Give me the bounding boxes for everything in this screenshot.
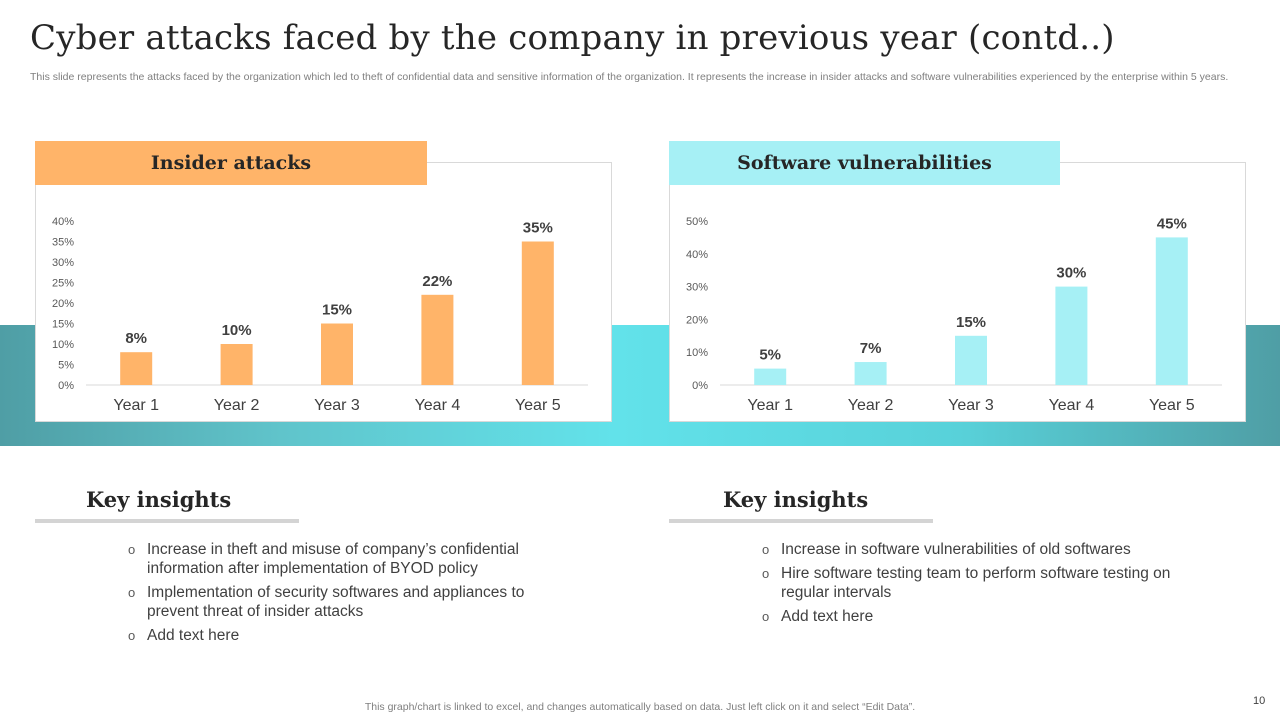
y-tick-label: 40% bbox=[686, 249, 708, 261]
insight-item: o Hire software testing team to perform s… bbox=[762, 564, 1202, 602]
software-vulnerabilities-chart-panel[interactable]: 0% 10% 20% 30% 40% 50% 5% Year 1 7% Year 2 15% Year… bbox=[669, 162, 1246, 422]
x-tick-label: Year 5 bbox=[515, 397, 561, 414]
bar bbox=[120, 352, 153, 385]
footnote: This graph/chart is linked to excel, and… bbox=[364, 701, 916, 713]
y-tick-label: 5% bbox=[58, 360, 74, 372]
insight-item: o Add text here bbox=[128, 626, 548, 645]
y-tick-label: 0% bbox=[692, 380, 708, 392]
x-tick-label: Year 1 bbox=[747, 397, 793, 414]
insight-text: Implementation of security softwares and… bbox=[147, 584, 525, 620]
insight-text: Increase in theft and misuse of company’… bbox=[147, 541, 519, 577]
bar bbox=[754, 368, 787, 385]
insider-attacks-header: Insider attacks bbox=[35, 141, 427, 185]
insight-text: Add text here bbox=[781, 608, 874, 625]
bar bbox=[1155, 237, 1188, 385]
insight-item: o Implementation of security softwares an… bbox=[128, 583, 548, 621]
key-insights-title-right: Key insights bbox=[723, 487, 869, 512]
y-tick-label: 20% bbox=[686, 314, 708, 326]
circle-bullet-icon: o bbox=[128, 542, 136, 557]
x-tick-label: Year 5 bbox=[1149, 397, 1195, 414]
circle-bullet-icon: o bbox=[762, 542, 770, 557]
data-label: 45% bbox=[1157, 215, 1187, 232]
key-insights-title-left: Key insights bbox=[86, 487, 232, 512]
slide-title: Cyber attacks faced by the company in pr… bbox=[30, 18, 1115, 58]
page-number: 10 bbox=[1253, 695, 1266, 707]
data-label: 35% bbox=[523, 220, 553, 237]
bar bbox=[1055, 286, 1088, 385]
y-tick-label: 20% bbox=[52, 298, 74, 310]
data-label: 10% bbox=[222, 322, 252, 339]
data-label: 7% bbox=[860, 340, 882, 357]
insight-item: o Increase in theft and misuse of company… bbox=[128, 540, 548, 578]
data-label: 22% bbox=[422, 273, 452, 290]
software-vulnerabilities-chart[interactable]: 0% 10% 20% 30% 40% 50% 5% Year 1 7% Year 2 15% Year… bbox=[670, 163, 1247, 423]
x-tick-label: Year 3 bbox=[314, 397, 360, 414]
y-tick-label: 25% bbox=[52, 278, 74, 290]
bar bbox=[521, 241, 554, 385]
insight-text: Add text here bbox=[147, 627, 240, 644]
insider-attacks-chart-panel[interactable]: 0% 5% 10% 15% 20% 25% 30% 35% 40% 8% Year 1 10% Year… bbox=[35, 162, 612, 422]
y-tick-label: 30% bbox=[52, 257, 74, 269]
insight-item: o Add text here bbox=[762, 607, 1202, 626]
y-tick-label: 10% bbox=[686, 347, 708, 359]
data-label: 8% bbox=[125, 330, 147, 347]
bar bbox=[421, 294, 454, 385]
slide-subtitle: This slide represents the attacks faced … bbox=[30, 71, 1229, 83]
key-insights-list-left: o Increase in theft and misuse of company… bbox=[128, 540, 548, 650]
data-label: 5% bbox=[759, 347, 781, 364]
y-tick-label: 35% bbox=[52, 237, 74, 249]
bar bbox=[955, 335, 987, 385]
data-label: 15% bbox=[322, 302, 352, 319]
insight-text: Increase in software vulnerabilities of … bbox=[781, 541, 1131, 558]
y-tick-label: 10% bbox=[52, 339, 74, 351]
data-label: 15% bbox=[956, 314, 986, 331]
data-label: 30% bbox=[1056, 265, 1086, 282]
bar bbox=[321, 323, 353, 385]
key-insights-divider-left bbox=[35, 519, 299, 523]
circle-bullet-icon: o bbox=[762, 609, 770, 624]
circle-bullet-icon: o bbox=[128, 585, 136, 600]
y-tick-label: 0% bbox=[58, 380, 74, 392]
x-tick-label: Year 2 bbox=[848, 397, 894, 414]
x-tick-label: Year 2 bbox=[214, 397, 260, 414]
key-insights-divider-right bbox=[669, 519, 933, 523]
x-tick-label: Year 3 bbox=[948, 397, 994, 414]
x-tick-label: Year 1 bbox=[113, 397, 159, 414]
x-tick-label: Year 4 bbox=[415, 397, 461, 414]
x-tick-label: Year 4 bbox=[1049, 397, 1095, 414]
insight-text: Hire software testing team to perform so… bbox=[781, 565, 1171, 601]
circle-bullet-icon: o bbox=[762, 566, 770, 581]
y-tick-label: 50% bbox=[686, 216, 708, 228]
insight-item: o Increase in software vulnerabilities of… bbox=[762, 540, 1202, 559]
y-tick-label: 30% bbox=[686, 282, 708, 294]
key-insights-list-right: o Increase in software vulnerabilities of… bbox=[762, 540, 1202, 631]
y-tick-label: 15% bbox=[52, 319, 74, 331]
insider-attacks-chart[interactable]: 0% 5% 10% 15% 20% 25% 30% 35% 40% 8% Year 1 10% Year… bbox=[36, 163, 613, 423]
software-vulnerabilities-header: Software vulnerabilities bbox=[669, 141, 1060, 185]
circle-bullet-icon: o bbox=[128, 628, 136, 643]
y-tick-label: 40% bbox=[52, 216, 74, 228]
bar bbox=[220, 344, 253, 385]
bar bbox=[854, 362, 887, 385]
